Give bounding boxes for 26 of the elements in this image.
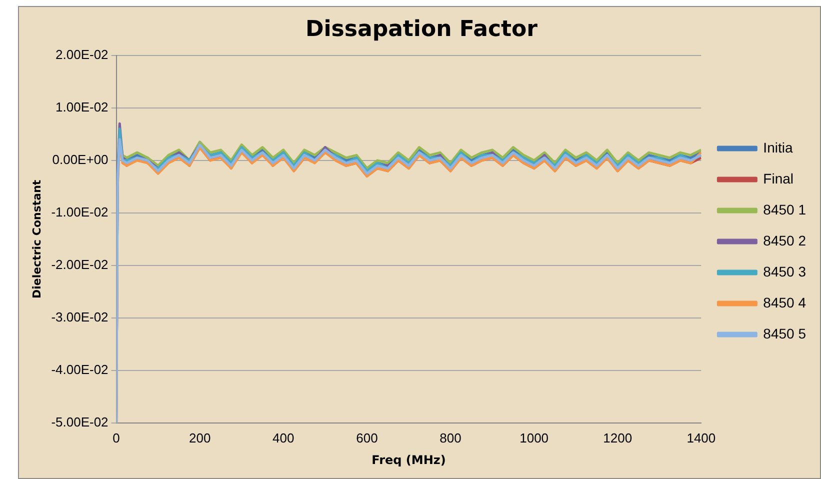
- y-tick-label: 0.00E+00: [52, 152, 108, 168]
- legend-label: Initia: [763, 139, 793, 156]
- y-tick-label: -4.00E-02: [51, 362, 108, 378]
- x-tick-label: 200: [188, 430, 211, 446]
- y-tick-label: -2.00E-02: [51, 257, 108, 272]
- y-tick-label: 2.00E-02: [56, 46, 108, 62]
- legend-label: 8450 4: [763, 294, 806, 310]
- legend-label: 8450 2: [763, 232, 806, 248]
- x-tick-label: 1000: [520, 430, 549, 446]
- x-tick-label: 1200: [603, 430, 632, 446]
- y-tick-label: -3.00E-02: [51, 310, 108, 325]
- y-tick-label: -5.00E-02: [51, 414, 108, 430]
- legend-label: 8450 5: [763, 325, 806, 342]
- x-tick-label: 800: [440, 430, 462, 446]
- legend-label: 8450 3: [763, 263, 806, 280]
- legend-label: 8450 1: [763, 201, 806, 218]
- legend-label: Final: [763, 170, 794, 186]
- x-tick-label: 0: [112, 430, 120, 446]
- x-tick-label: 1400: [686, 430, 716, 446]
- x-axis-title: Freq (MHz): [372, 452, 446, 467]
- y-tick-label: 1.00E-02: [56, 99, 108, 114]
- y-tick-label: -1.00E-02: [51, 204, 108, 220]
- chart-title: Dissapation Factor: [305, 16, 538, 42]
- x-tick-label: 600: [356, 430, 378, 446]
- x-tick-label: 400: [272, 430, 294, 446]
- y-axis-title: Dielectric Constant: [30, 180, 44, 299]
